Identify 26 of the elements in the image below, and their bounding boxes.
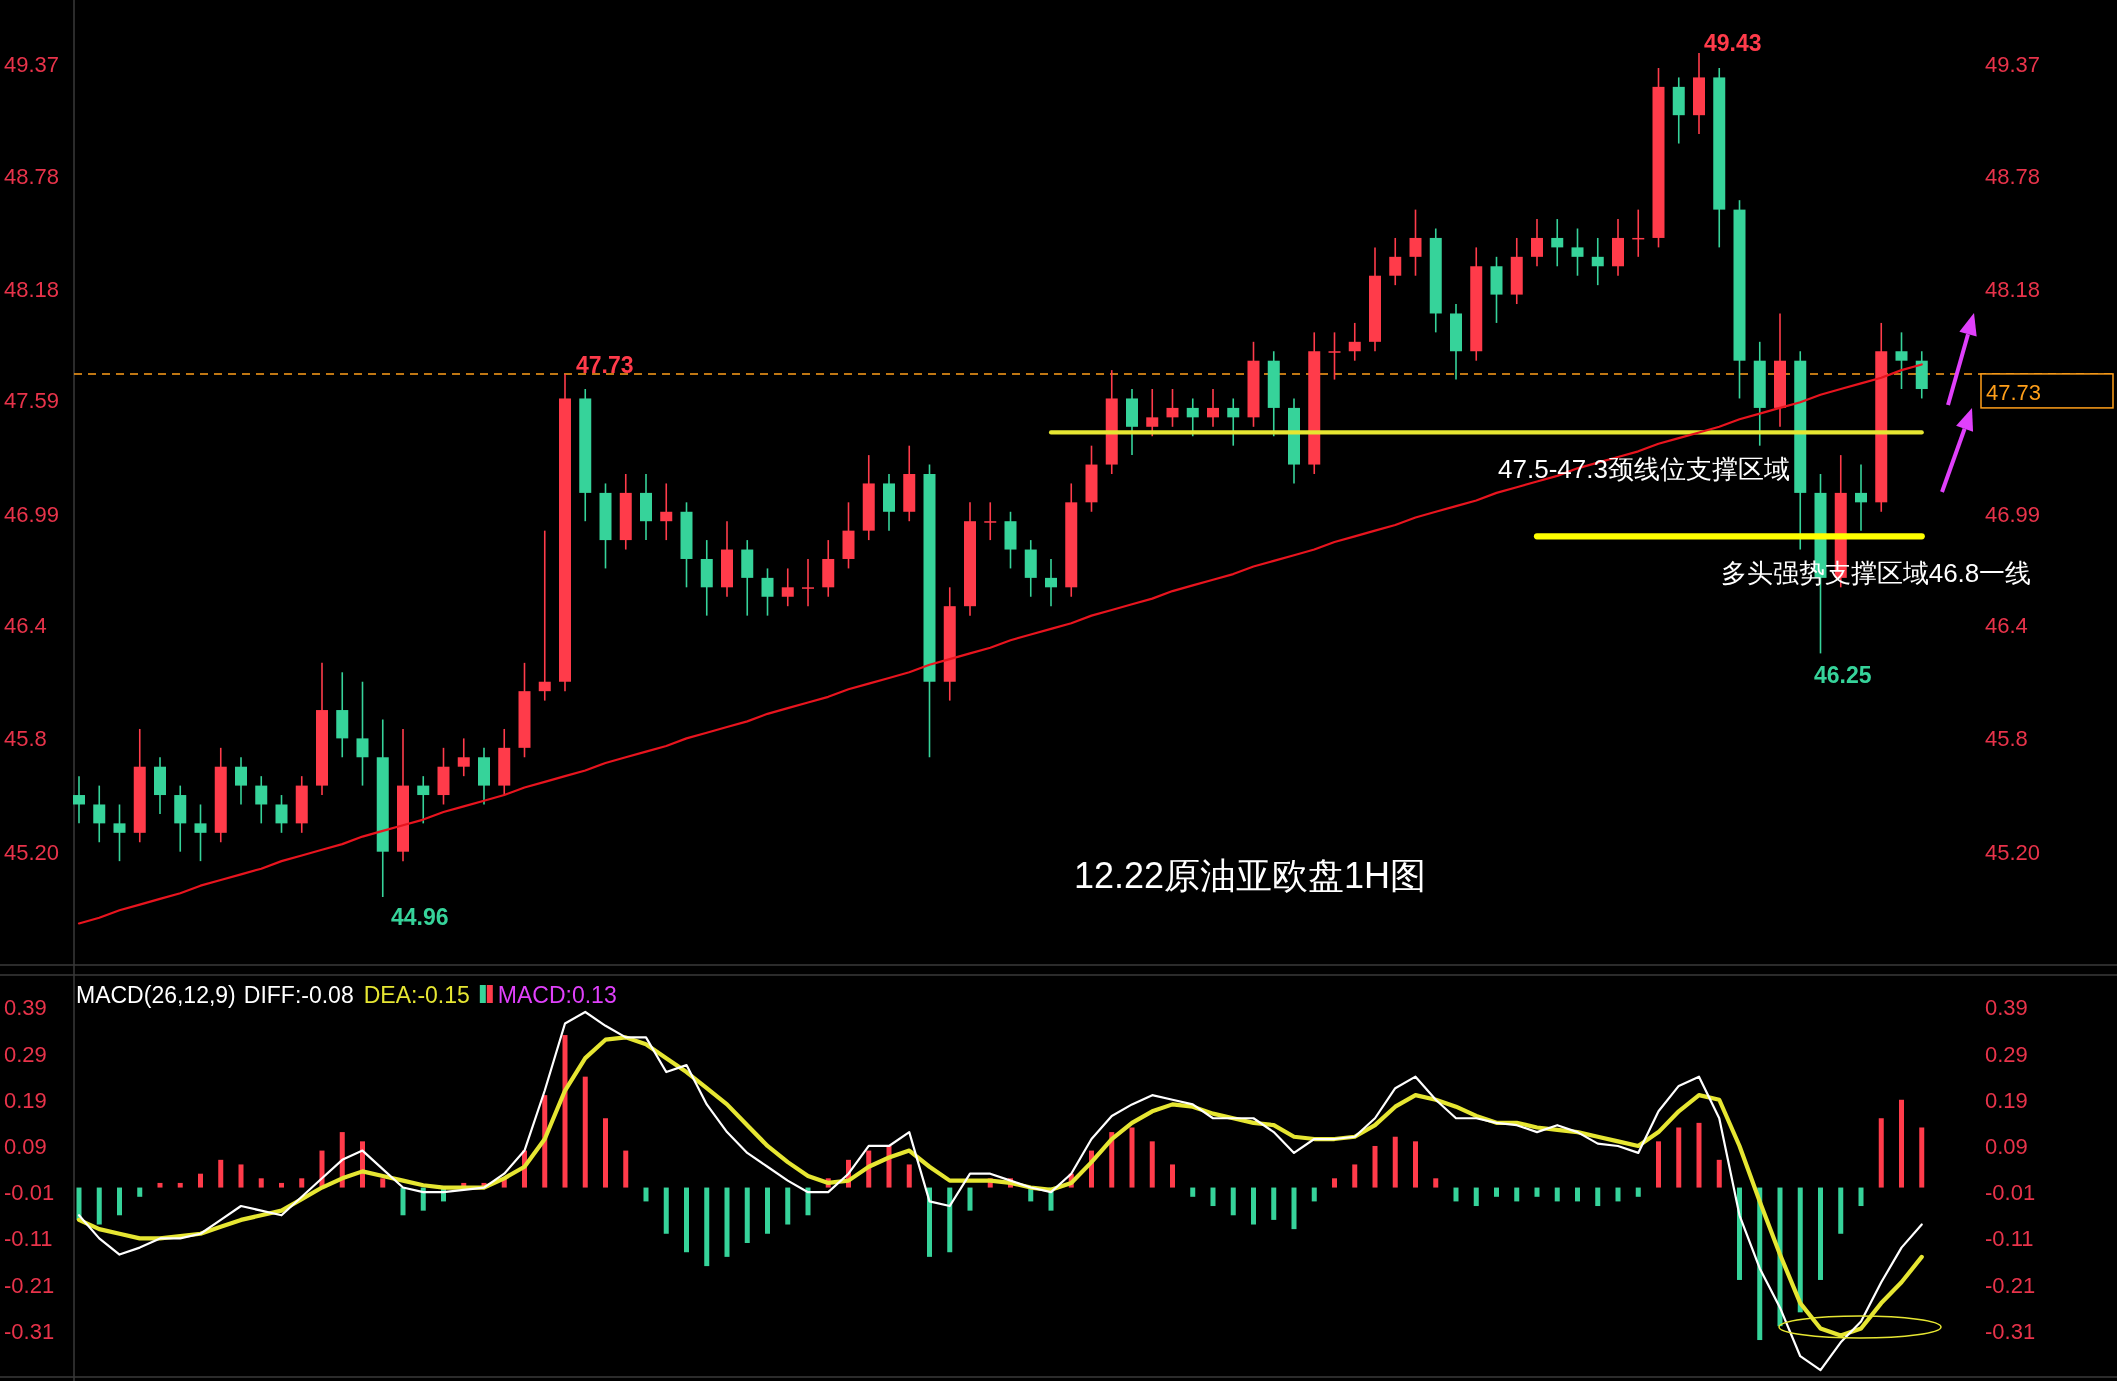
annotation: 46.25: [1814, 662, 1872, 688]
y-tick-label: -0.31: [1985, 1318, 2036, 1344]
y-tick-label: 0.39: [1985, 995, 2028, 1021]
y-tick-label: 48.78: [4, 163, 60, 189]
y-tick-label: -0.21: [1985, 1272, 2036, 1298]
text: DEA:-0.15: [363, 982, 470, 1008]
y-tick-label: 0.19: [1985, 1087, 2028, 1113]
y-tick-label: 0.09: [1985, 1133, 2028, 1159]
y-tick-label: -0.11: [1985, 1226, 2034, 1252]
y-tick-label: 45.8: [4, 726, 47, 752]
annotation: 47.73: [576, 352, 634, 378]
y-tick-label: 48.18: [4, 276, 60, 302]
annotation: 44.96: [391, 904, 449, 930]
legend-label: MACD:0.13: [497, 982, 617, 1008]
y-tick-label: 0.29: [1985, 1041, 2028, 1067]
y-tick-label: 46.4: [4, 613, 47, 639]
chart-title: MACD(26,12,9): [76, 982, 236, 1008]
y-tick-label: 46.99: [4, 501, 60, 527]
text: DIFF:-0.08: [243, 982, 354, 1008]
annotation: 49.43: [1704, 30, 1762, 56]
y-tick-label: 49.37: [4, 52, 60, 78]
y-tick-label: -0.01: [1985, 1180, 2036, 1206]
y-tick-label: 47.59: [4, 388, 60, 414]
text: 12.22原油亚欧盘1H图: [1073, 855, 1427, 896]
ref-line-label: 47.73: [1986, 379, 2042, 405]
y-tick-label: 45.20: [4, 839, 60, 865]
